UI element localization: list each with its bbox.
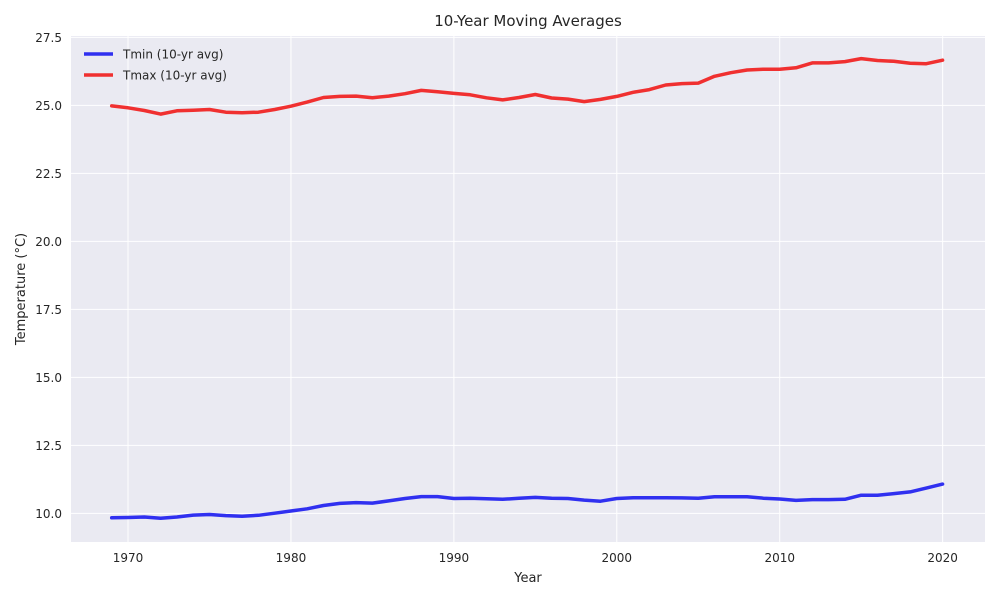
y-tick-label: 20.0: [35, 235, 62, 249]
y-tick-label: 15.0: [35, 371, 62, 385]
y-tick-label: 12.5: [35, 439, 62, 453]
legend: Tmin (10-yr avg) Tmax (10-yr avg): [84, 48, 227, 83]
series-lines: [109, 56, 945, 521]
x-tick-label: 1980: [276, 551, 307, 565]
y-tick-label: 10.0: [35, 507, 62, 521]
x-tick-label: 1990: [439, 551, 470, 565]
x-tick-label: 2010: [764, 551, 795, 565]
y-axis-label: Temperature (°C): [14, 233, 29, 346]
y-tick-label: 22.5: [35, 167, 62, 181]
series-line-tmax: [109, 56, 945, 116]
x-tick-label: 1970: [113, 551, 144, 565]
y-tick-label: 17.5: [35, 303, 62, 317]
x-tick-label: 2020: [927, 551, 958, 565]
x-tick-label: 2000: [602, 551, 633, 565]
grid-lines: [71, 36, 985, 542]
legend-label: Tmin (10-yr avg): [122, 48, 223, 62]
y-tick-label: 25.0: [35, 99, 62, 113]
series-line-tmin: [109, 482, 945, 521]
plot-area: [71, 36, 985, 542]
x-axis-label: Year: [513, 571, 542, 586]
chart-title: 10-Year Moving Averages: [434, 12, 622, 30]
y-tick-label: 27.5: [35, 31, 62, 45]
legend-label: Tmax (10-yr avg): [122, 69, 227, 83]
y-axis-ticks: 10.0 12.5 15.0 17.5 20.0 22.5 25.0 27.5: [35, 31, 62, 521]
x-axis-ticks: 1970 1980 1990 2000 2010 2020: [113, 551, 958, 565]
